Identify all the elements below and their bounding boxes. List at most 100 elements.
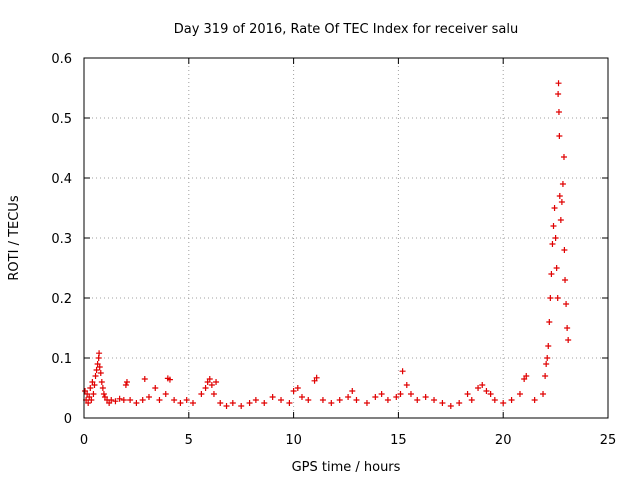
data-point <box>177 400 184 406</box>
data-point <box>217 400 224 406</box>
data-point <box>162 391 169 397</box>
axis-ticks: 0 5 10 15 20 25 0 0.1 0.2 0.3 0.4 0.5 0.6 <box>51 52 616 448</box>
data-point <box>547 295 554 301</box>
plot-frame <box>83 57 609 419</box>
data-point <box>399 368 406 375</box>
data-point <box>290 388 297 394</box>
data-point <box>127 397 134 403</box>
data-point <box>91 382 98 388</box>
data-point <box>516 391 523 397</box>
data-point <box>96 350 103 357</box>
data-point <box>166 376 173 383</box>
y-axis-label: ROTI / TECUs <box>7 195 22 280</box>
x-tick-label: 20 <box>495 433 512 448</box>
data-points <box>82 80 572 409</box>
data-point <box>319 397 326 403</box>
data-point <box>206 376 213 382</box>
data-point <box>145 394 152 400</box>
data-point <box>213 379 220 385</box>
data-point <box>407 391 414 397</box>
y-tick-label: 0.1 <box>51 352 72 367</box>
x-tick-label: 15 <box>390 433 407 448</box>
y-tick-label: 0.5 <box>51 112 72 127</box>
data-point <box>112 398 119 405</box>
data-point <box>554 295 561 301</box>
data-point <box>431 397 438 403</box>
data-point <box>123 379 130 385</box>
data-point <box>550 223 557 229</box>
data-point <box>564 325 571 331</box>
data-point <box>556 193 563 199</box>
data-point <box>98 379 105 385</box>
data-point <box>561 247 568 253</box>
y-tick-label: 0.6 <box>51 52 72 67</box>
data-point <box>90 391 97 397</box>
data-point <box>523 373 530 379</box>
data-point <box>87 385 94 391</box>
data-point <box>122 382 129 388</box>
y-tick-label: 0.2 <box>51 292 72 307</box>
data-point <box>565 337 572 343</box>
data-point <box>116 395 123 402</box>
data-point <box>546 319 553 325</box>
data-point <box>202 385 209 391</box>
data-point <box>543 361 550 367</box>
data-point <box>397 391 404 397</box>
data-point <box>252 397 259 403</box>
data-point <box>414 397 421 403</box>
data-point <box>99 385 106 391</box>
data-point <box>93 367 100 373</box>
data-point <box>559 181 566 187</box>
data-point <box>345 394 352 400</box>
data-point <box>542 373 549 379</box>
data-point <box>108 397 115 403</box>
data-point <box>286 400 293 406</box>
data-point <box>551 205 558 211</box>
data-point <box>508 397 515 403</box>
data-point <box>294 385 301 391</box>
data-point <box>555 91 562 97</box>
data-point <box>183 397 190 403</box>
data-point <box>269 394 276 400</box>
data-point <box>545 343 552 349</box>
data-point <box>491 397 498 403</box>
data-point <box>439 400 446 406</box>
data-point <box>552 235 559 241</box>
data-point <box>393 394 400 400</box>
gridlines <box>84 58 608 418</box>
data-point <box>363 400 370 406</box>
data-point <box>378 391 385 397</box>
x-tick-label: 10 <box>285 433 302 448</box>
data-point <box>557 217 564 223</box>
data-point <box>487 391 494 397</box>
data-point <box>540 391 547 397</box>
data-point <box>558 199 565 205</box>
data-point <box>555 80 562 87</box>
data-point <box>133 400 140 406</box>
data-point <box>560 154 567 160</box>
y-tick-label: 0.4 <box>51 172 72 187</box>
data-point <box>372 394 379 400</box>
data-point <box>353 397 360 403</box>
data-point <box>336 397 343 403</box>
data-point <box>156 397 163 403</box>
data-point <box>305 397 312 403</box>
data-point <box>88 397 95 403</box>
data-point <box>100 391 107 397</box>
data-point <box>475 385 482 391</box>
data-point <box>403 382 410 388</box>
chart-title: Day 319 of 2016, Rate Of TEC Index for r… <box>174 22 519 37</box>
data-point <box>97 370 104 376</box>
data-point <box>549 241 556 247</box>
x-tick-label: 25 <box>600 433 617 448</box>
data-point <box>553 265 560 271</box>
data-point <box>139 397 146 403</box>
data-point <box>555 109 562 115</box>
data-point <box>171 397 178 403</box>
data-point <box>544 355 551 361</box>
data-point <box>210 391 217 397</box>
data-point <box>562 277 569 283</box>
data-point <box>238 403 245 409</box>
data-point <box>563 301 570 307</box>
